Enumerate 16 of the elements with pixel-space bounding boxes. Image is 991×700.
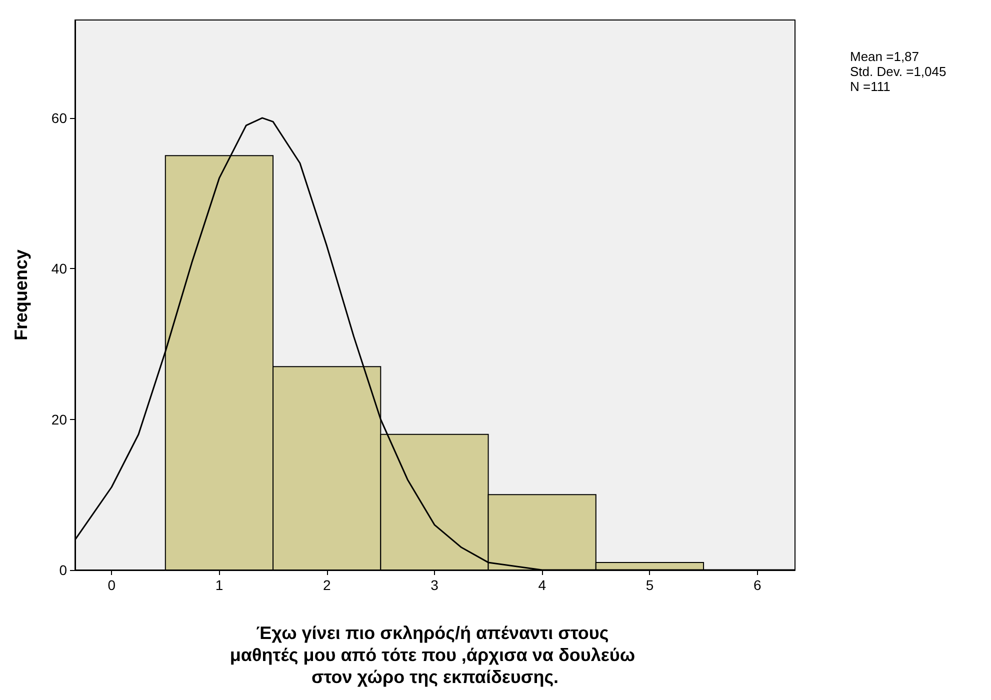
text: Mean =1,87 xyxy=(850,49,920,64)
y-tick-label: 0 xyxy=(59,562,68,578)
y-axis-title: Frequency xyxy=(11,249,31,341)
x-tick-label: 0 xyxy=(108,577,116,593)
x-tick-label: 2 xyxy=(322,577,331,593)
y-tick-label: 40 xyxy=(51,260,68,277)
x-tick-label: 6 xyxy=(753,577,762,593)
y-tick-label: 20 xyxy=(51,411,68,428)
x-tick-label: 3 xyxy=(430,577,439,593)
x-tick-label: 1 xyxy=(215,577,224,593)
x-axis-title: Έχω γίνει πιο σκληρός/ή απέναντι στους μαθητές μου από τότε που ,άρχισα να δουλεύω στον χώρο της εκπαίδευσης. xyxy=(230,623,640,687)
text: N =111 xyxy=(850,79,890,94)
x-tick-label: 4 xyxy=(538,577,546,593)
text: Std. Dev. =1,045 xyxy=(850,64,946,79)
y-tick-label: 60 xyxy=(51,110,68,126)
x-tick-label: 5 xyxy=(646,577,654,593)
